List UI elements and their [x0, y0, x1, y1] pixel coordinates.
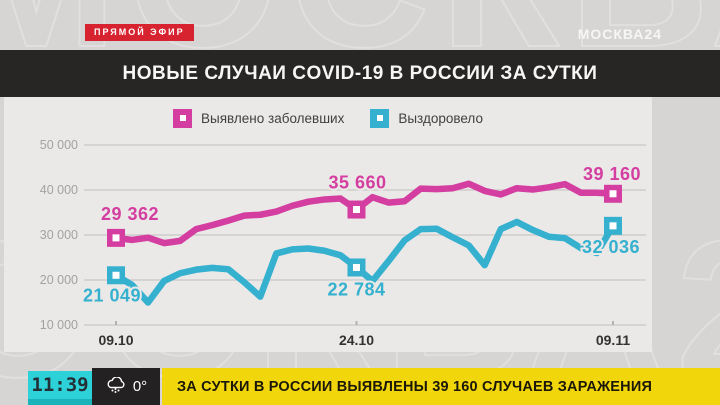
- cases-swatch-inner: [179, 115, 186, 121]
- svg-text:40 000: 40 000: [40, 183, 78, 197]
- live-badge: ПРЯМОЙ ЭФИР: [85, 24, 194, 41]
- page-title: НОВЫЕ СЛУЧАИ COVID-19 В РОССИИ ЗА СУТКИ: [122, 62, 598, 84]
- ticker-spacer: [0, 368, 28, 405]
- snow-cloud-icon: [107, 377, 125, 393]
- news-ticker-text: ЗА СУТКИ В РОССИИ ВЫЯВЛЕНЫ 39 160 СЛУЧАЕ…: [177, 378, 653, 395]
- svg-text:39 160: 39 160: [583, 164, 641, 184]
- svg-text:30 000: 30 000: [40, 228, 78, 242]
- channel-logo: МОСКВА24: [577, 26, 662, 42]
- legend-item-recovered: Выздоровело: [370, 108, 483, 128]
- chart-svg: 50 000 40 000 30 000 20 000 10 000 09.10 24.10…: [40, 138, 646, 348]
- legend-item-cases: Выявлено заболевших: [173, 108, 345, 128]
- chart-panel: Выявлено заболевших Выздоровело 50 000 40…: [4, 97, 652, 352]
- svg-text:22 784: 22 784: [327, 279, 385, 299]
- bottom-ticker: 11:39 0° ЗА СУТКИ В РОССИИ ВЫЯВЛЕНЫ 39 1…: [0, 368, 720, 405]
- svg-text:09.10: 09.10: [98, 332, 133, 348]
- title-bar: НОВЫЕ СЛУЧАИ COVID-19 В РОССИИ ЗА СУТКИ: [0, 50, 720, 97]
- svg-text:29 362: 29 362: [101, 204, 159, 224]
- svg-text:35 660: 35 660: [328, 173, 386, 193]
- clock: 11:39: [28, 371, 92, 405]
- svg-text:24.10: 24.10: [339, 332, 374, 348]
- svg-text:32 036: 32 036: [582, 237, 640, 257]
- legend-label-cases: Выявлено заболевших: [201, 110, 345, 126]
- temperature: 0°: [132, 378, 148, 395]
- svg-text:09.11: 09.11: [596, 332, 630, 348]
- recovered-swatch-icon: [370, 108, 390, 128]
- svg-text:50 000: 50 000: [40, 138, 78, 152]
- chart-legend: Выявлено заболевших Выздоровело: [4, 108, 652, 128]
- recovered-swatch-inner: [376, 115, 383, 121]
- legend-label-recovered: Выздоровело: [398, 110, 483, 126]
- news-ticker: ЗА СУТКИ В РОССИИ ВЫЯВЛЕНЫ 39 160 СЛУЧАЕ…: [162, 368, 720, 405]
- svg-text:20 000: 20 000: [40, 273, 78, 287]
- svg-text:10 000: 10 000: [40, 318, 78, 332]
- weather-widget: 0°: [92, 368, 160, 405]
- svg-text:21 049: 21 049: [83, 285, 141, 305]
- cases-swatch-icon: [173, 108, 193, 128]
